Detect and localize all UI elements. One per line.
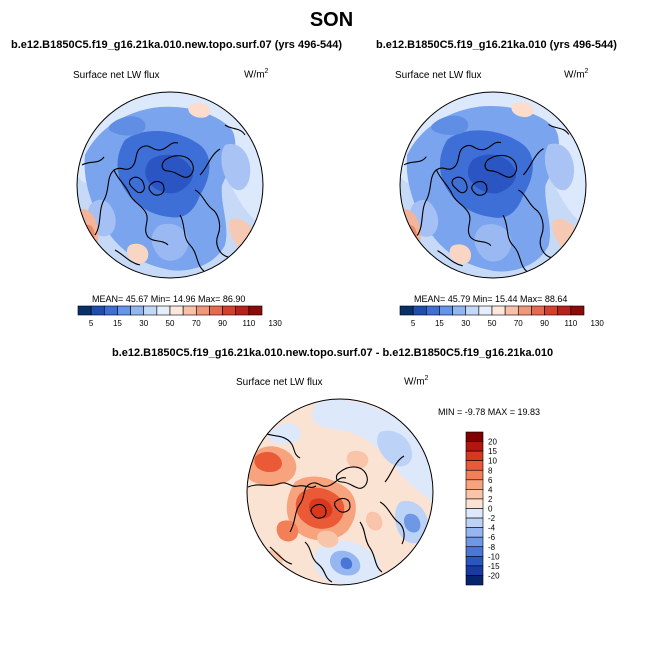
panel-2-colorbar-swatch [399,305,414,316]
panel-2-colorbar-label: 50 [488,319,497,328]
panel-1-colorbar-swatch [90,305,105,316]
panel-3-colorbar-swatch [465,546,484,557]
panel-3-colorbar-label: 2 [488,495,493,504]
panel-2-colorbar-swatch [544,305,559,316]
panel-3-units: W/m2 [404,375,429,388]
panel-2-stats: MEAN= 45.79 Min= 15.44 Max= 88.64 [414,294,568,304]
panel-1-colorbar-swatch [117,305,131,316]
panel-1-colorbar-label: 70 [192,319,201,328]
panel-3-colorbar-label: 4 [488,485,493,494]
panel-3-colorbar-label: 10 [488,457,497,466]
panel-3-colorbar-label: 6 [488,476,493,485]
panel-2-units: W/m2 [564,68,589,81]
panel-2-colorbar-swatch [491,305,506,316]
panel-2-colorbar-swatch [425,305,440,316]
panel-1-colorbar-swatch [169,305,184,316]
panel-2-colorbar-swatch [452,305,467,316]
panel-2-colorbar-swatch [570,305,585,316]
panel-3-colorbar-label: -20 [488,571,500,580]
panel-1-colorbar-swatch [143,305,158,316]
panel-3-colorbar-swatch [465,517,484,528]
panel-1-colorbar-swatch [77,305,92,316]
panel-2-colorbar-swatch [517,305,532,316]
panel-3-colorbar-swatch [465,469,484,481]
panel-1-colorbar-swatch [248,305,263,316]
panel-1-colorbar-label: 90 [218,319,227,328]
panel-1-colorbar-swatch [103,305,118,316]
panel-1-colorbar-label: 50 [166,319,175,328]
panel-3-colorbar-label: -6 [488,533,496,542]
panel-1-stats: MEAN= 45.67 Min= 14.96 Max= 86.90 [92,294,246,304]
panel-3-colorbar-label: -15 [488,562,500,571]
panel-3-colorbar-swatch [465,498,484,509]
panel-3-colorbar-swatch [465,450,484,461]
panel-1-colorbar-swatch [195,305,210,316]
panel-2-colorbar-label: 5 [411,319,416,328]
panel-3-colorbar-label: 0 [488,505,493,514]
panel-1-colorbar-swatch [235,305,250,316]
panel-2-colorbar: 5 15 30 50 70 90 110 130 [399,305,604,328]
panel-3-title: b.e12.B1850C5.f19_g16.21ka.010.new.topo.… [112,347,554,359]
panel-2-map [399,91,587,279]
panel-1-title: b.e12.B1850C5.f19_g16.21ka.010.new.topo.… [11,39,342,51]
panel-2-colorbar-label: 90 [540,319,549,328]
panel-3-colorbar-label: -4 [488,524,496,533]
panel-3-colorbar-label: 15 [488,447,497,456]
panel-1-colorbar-label: 110 [242,319,255,328]
panel-3-colorbar-swatch [465,536,484,548]
panel-2-colorbar-label: 30 [461,319,470,328]
panel-1-colorbar-swatch [130,305,145,316]
panel-1-colorbar: 5 15 30 50 70 90 110 130 [77,305,282,328]
panel-2-colorbar-label: 110 [564,319,577,328]
panel-2-colorbar-label: 130 [590,319,604,328]
panel-2-colorbar-swatch [465,305,480,316]
panel-2-colorbar-swatch [478,305,493,316]
panel-1-colorbar-swatch [222,305,237,316]
panel-1-colorbar-label: 5 [89,319,94,328]
panel-3-colorbar-label: -8 [488,543,496,552]
panel-3-colorbar-swatch [465,489,484,500]
panel-1-variable: Surface net LW flux [73,70,160,81]
panel-2-variable: Surface net LW flux [395,70,482,81]
panel-1-colorbar-swatch [182,305,197,316]
panel-3-map [246,398,434,586]
panel-1-units: W/m2 [244,68,269,81]
panel-1-colorbar-label: 30 [139,319,148,328]
panel-3-colorbar-label: 8 [488,466,493,475]
panel-2-title: b.e12.B1850C5.f19_g16.21ka.010 (yrs 496-… [376,39,617,51]
panel-3-colorbar-swatch [465,556,484,567]
panel-2-colorbar-swatch [504,305,519,316]
panel-3-colorbar-label: -10 [488,552,500,561]
panel-3-colorbar-swatch [465,527,484,538]
panel-3-colorbar-swatch [465,479,484,490]
panel-3-colorbar-swatch [465,508,484,519]
panel-3-colorbar-swatch [465,575,484,586]
panel-2-colorbar-swatch [439,305,453,316]
panel-3-colorbar-swatch [465,565,484,576]
panel-1-colorbar-swatch [209,305,223,316]
panel-1-colorbar-label: 15 [113,319,122,328]
panel-3-colorbar-swatch [465,460,484,471]
panel-2-colorbar-swatch [557,305,572,316]
panel-2-colorbar-label: 15 [435,319,444,328]
panel-3-colorbar-swatch [465,431,484,442]
panel-1-colorbar-swatch [156,305,171,316]
panel-2-colorbar-swatch [531,305,545,316]
panel-3-stats: MIN = -9.78 MAX = 19.83 [438,407,541,417]
panel-1-map [76,91,264,279]
panel-3-colorbar-label: -2 [488,514,496,523]
panel-2-colorbar-swatch [412,305,427,316]
panel-3-colorbar-label: 20 [488,438,497,447]
panel-3-colorbar-swatch [465,441,484,452]
figure-title: SON [309,9,354,31]
panel-2-colorbar-label: 70 [514,319,523,328]
panel-3-variable: Surface net LW flux [236,377,323,388]
panel-1-colorbar-label: 130 [268,319,282,328]
